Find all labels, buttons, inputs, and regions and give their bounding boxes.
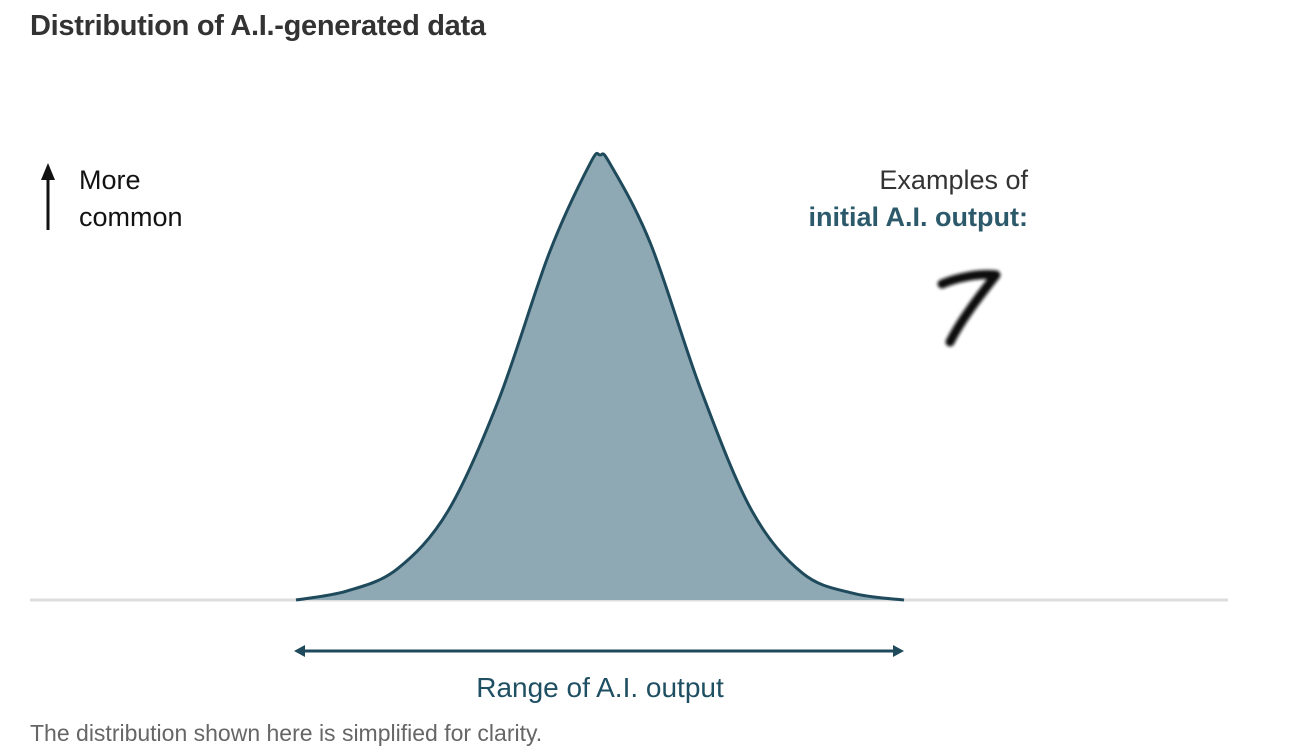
examples-annotation: Examples of initial A.I. output: [809, 162, 1028, 236]
footnote: The distribution shown here is simplifie… [30, 720, 543, 746]
y-arrow-head [41, 163, 55, 180]
range-arrow-left-head [294, 645, 305, 657]
examples-label: Examples of [879, 165, 1028, 195]
range-arrow-right-head [893, 645, 904, 657]
range-label: Range of A.I. output [476, 672, 724, 703]
examples-highlight: initial A.I. output: [808, 202, 1028, 232]
sample-digit-image [937, 270, 1001, 347]
y-axis-label-line1: More [79, 165, 141, 195]
y-axis-label-line2: common [79, 202, 183, 232]
chart-title: Distribution of A.I.-generated data [30, 10, 486, 42]
y-axis-label: More common [79, 162, 183, 236]
distribution-area [295, 151, 905, 602]
